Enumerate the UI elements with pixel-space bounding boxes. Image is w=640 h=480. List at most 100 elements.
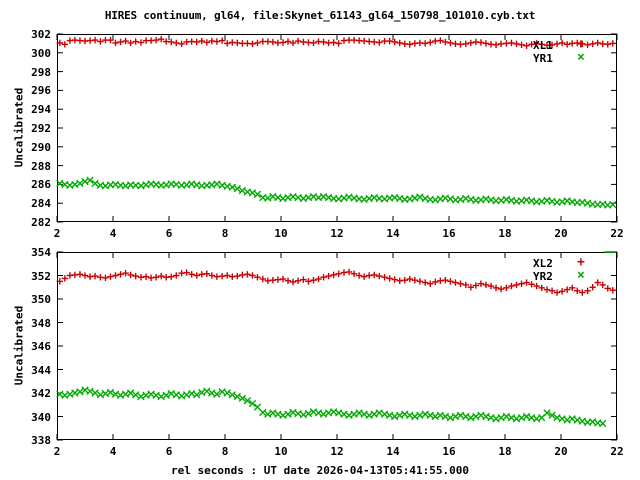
- y-tick-label: 284: [31, 197, 51, 211]
- data-point: [249, 272, 256, 279]
- data-point: [152, 36, 160, 44]
- y-tick-label: 300: [31, 46, 51, 60]
- data-point: [360, 273, 368, 280]
- data-point: [173, 272, 180, 279]
- data-point: [427, 280, 434, 287]
- data-point: [219, 37, 226, 44]
- data-series-layer-top: [56, 33, 618, 223]
- data-point: [173, 39, 180, 47]
- page-title: HIRES continuum, gl64, file:Skynet_61143…: [104, 9, 536, 22]
- data-point: [447, 278, 454, 285]
- data-point: [254, 39, 261, 47]
- data-point: [543, 286, 551, 293]
- data-point: [508, 282, 515, 290]
- data-point: [56, 278, 63, 285]
- data-point: [432, 278, 439, 286]
- data-point: [416, 193, 424, 201]
- legend-label-xl1[interactable]: XL1: [533, 39, 553, 52]
- y-tick-label: 350: [31, 293, 51, 306]
- legend-marker-xl2-icon: +: [577, 255, 585, 270]
- data-point: [492, 284, 500, 292]
- data-point: [472, 282, 480, 289]
- data-point: [183, 269, 190, 276]
- data-point: [411, 277, 419, 284]
- x-tick-label: 14: [386, 227, 400, 240]
- data-point: [406, 41, 413, 48]
- data-point: [416, 411, 424, 420]
- data-point: [224, 272, 231, 279]
- data-point: [279, 39, 287, 46]
- data-point: [477, 39, 485, 46]
- data-point: [523, 42, 530, 49]
- data-point: [558, 288, 566, 295]
- y-tick-label: 302: [31, 28, 51, 41]
- data-point: [238, 186, 247, 195]
- data-point: [563, 41, 571, 48]
- data-point: [122, 269, 129, 277]
- data-point: [91, 36, 99, 44]
- legend-label-yr1[interactable]: YR1: [533, 52, 553, 65]
- data-point: [320, 274, 327, 281]
- x-tick-label: 22: [610, 445, 624, 458]
- data-point: [76, 179, 84, 188]
- data-point: [482, 40, 490, 47]
- data-point: [253, 190, 262, 198]
- data-point: [523, 279, 530, 286]
- data-point: [335, 40, 342, 47]
- data-point: [122, 37, 129, 45]
- data-point: [213, 180, 221, 188]
- data-point: [422, 40, 429, 47]
- data-point: [126, 389, 135, 397]
- data-point: [178, 40, 185, 48]
- data-point: [193, 272, 200, 279]
- data-point: [213, 38, 221, 45]
- data-point: [112, 272, 119, 279]
- data-point: [117, 271, 124, 278]
- data-point: [604, 285, 611, 292]
- data-point: [86, 176, 94, 184]
- data-point: [594, 279, 601, 286]
- data-point: [462, 40, 469, 48]
- data-point: [61, 41, 69, 48]
- data-point: [142, 273, 150, 280]
- data-point: [233, 184, 242, 193]
- data-point: [213, 390, 221, 398]
- data-point: [233, 392, 242, 401]
- y-tick-label: 282: [31, 216, 51, 229]
- data-point: [315, 275, 322, 283]
- data-point: [132, 38, 139, 45]
- data-point: [528, 41, 535, 48]
- data-point: [558, 39, 566, 47]
- data-point: [371, 271, 378, 279]
- data-point: [563, 286, 571, 293]
- data-point: [375, 409, 383, 417]
- data-point: [97, 38, 104, 45]
- data-point: [320, 38, 327, 46]
- legend-label-xl2[interactable]: XL2: [533, 257, 553, 270]
- data-point: [609, 200, 617, 209]
- data-point: [172, 391, 180, 399]
- data-point: [152, 274, 160, 281]
- series-xl2: [56, 268, 616, 296]
- chart-panel-bottom: [56, 251, 618, 441]
- data-point: [294, 37, 302, 45]
- data-point: [406, 275, 413, 283]
- x-tick-label: 8: [221, 445, 229, 458]
- data-point: [335, 270, 342, 277]
- legend-label-yr2[interactable]: YR2: [533, 270, 553, 283]
- data-point: [452, 279, 459, 286]
- data-point: [304, 409, 313, 418]
- data-point: [107, 36, 114, 44]
- data-point: [345, 268, 353, 276]
- data-point: [457, 280, 464, 287]
- data-point: [396, 39, 403, 47]
- data-point: [456, 411, 465, 420]
- data-point: [294, 409, 302, 418]
- data-point: [391, 38, 398, 46]
- y-tick-label: 286: [31, 178, 51, 192]
- data-point: [228, 391, 236, 399]
- data-point: [553, 289, 561, 296]
- data-point: [492, 41, 500, 49]
- data-point: [538, 284, 545, 292]
- x-tick-label: 18: [498, 227, 512, 240]
